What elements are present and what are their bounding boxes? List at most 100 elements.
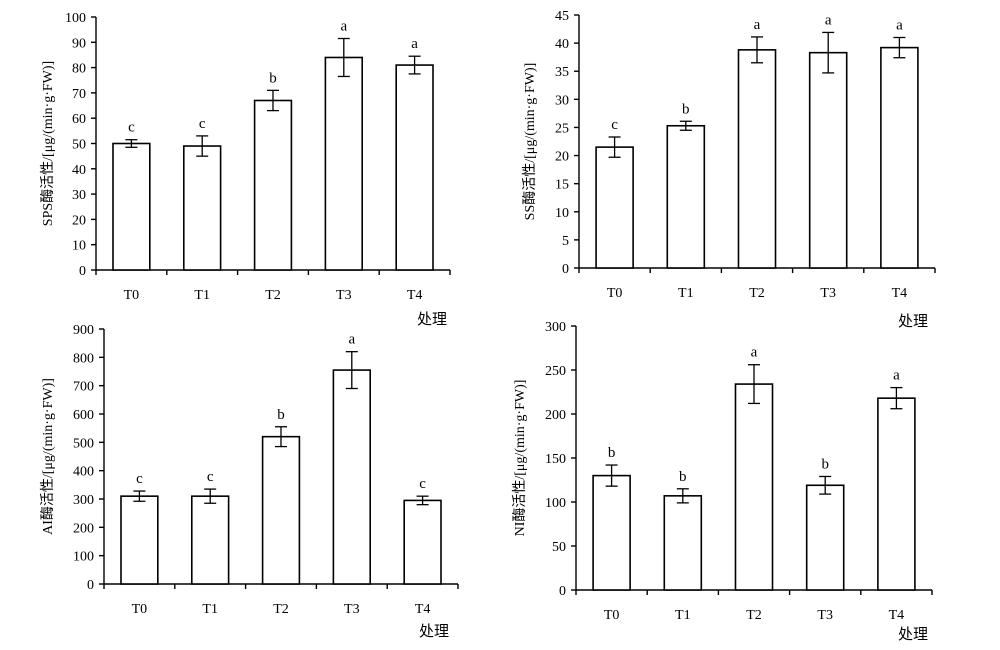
significance-label: a [411,36,418,52]
x-tick-label: T3 [344,602,360,617]
bar-T0 [120,495,159,585]
y-tick-label: 30 [555,93,569,108]
y-tick-label: 400 [73,465,94,480]
error-bar-T4 [416,495,429,506]
x-tick-label: T3 [820,286,836,301]
y-tick-label: 25 [555,121,569,136]
bar-T1 [190,495,230,585]
x-tick-label: T1 [675,608,691,623]
bar-T0 [112,142,151,271]
bar-T4 [403,499,442,585]
significance-label: b [269,70,277,86]
y-axis-label: SS酶活性/[μg/(min·g·FW)] [522,63,538,221]
bar-T3 [808,51,848,269]
bar-T1 [182,145,222,271]
y-tick-label: 250 [545,364,566,379]
y-tick-label: 900 [73,323,94,338]
y-tick-label: 15 [555,178,569,193]
significance-label: b [679,469,687,485]
error-bar-T4 [893,36,906,59]
significance-label: c [611,117,618,133]
y-tick-label: 45 [555,9,569,24]
error-bar-T3 [822,31,835,74]
y-tick-label: 300 [545,320,566,335]
error-bar-T0 [133,490,146,502]
bar-T3 [324,56,364,271]
x-axis-label: 处理 [419,623,449,640]
y-tick-label: 60 [72,112,86,127]
error-bar-T2 [267,89,279,112]
significance-label: a [348,332,355,348]
bar-T2 [737,49,777,269]
x-tick-label: T2 [746,608,762,623]
y-tick-label: 50 [72,138,86,153]
bar-T3 [332,369,372,585]
chart-panel-4: 0 50 100 150 200 250 300 b T0 b T1 a T2 b T3 a T4 NI酶活性/[… [512,320,933,643]
error-bar-T0 [608,136,621,158]
significance-label: b [277,407,285,423]
error-bar-T4 [890,386,903,410]
bar-T0 [595,146,634,269]
y-tick-label: 20 [555,150,569,165]
bar-T2 [734,383,774,591]
x-tick-label: T3 [336,288,352,303]
bar-T2 [253,99,293,271]
chart-panel-1: 0 10 20 30 40 50 60 70 80 90 100 c T0 c T1 b T2 a T3 a T4 SPS… [40,11,451,328]
x-tick-label: T4 [889,608,905,623]
x-tick-label: T0 [124,288,140,303]
y-axis-label: NI酶活性/[μg/(min·g·FW)] [512,380,528,537]
y-tick-label: 100 [545,496,566,511]
error-bar-T2 [275,426,287,448]
bar-T0 [592,474,631,591]
error-bar-T1 [679,120,692,131]
x-axis-label: 处理 [898,313,928,330]
x-tick-label: T3 [817,608,833,623]
significance-label: a [893,368,900,384]
error-bar-T1 [204,488,217,504]
significance-label: a [825,12,832,28]
y-tick-label: 40 [555,37,569,52]
significance-label: a [754,17,761,33]
y-tick-label: 10 [72,239,86,254]
bar-T1 [666,124,706,269]
y-tick-label: 600 [73,408,94,423]
x-tick-label: T2 [749,286,765,301]
chart-panel-3: 0 100 200 300 400 500 600 700 800 900 c T0 c T1 b T2 a T3… [40,323,459,640]
x-axis-label: 处理 [898,626,928,643]
y-tick-label: 50 [552,540,566,555]
x-tick-label: T4 [892,286,908,301]
y-tick-label: 35 [555,65,569,80]
error-bar-T3 [337,37,350,78]
significance-label: b [682,101,690,117]
significance-label: a [751,345,758,361]
x-tick-label: T1 [678,286,694,301]
chart-panel-2: 0 5 10 15 20 25 30 35 40 45 c T0 b T1 a T2 a T3 a T4 SS酶活性/[… [522,9,936,330]
y-tick-label: 5 [562,234,569,249]
error-bar-T2 [751,36,763,64]
x-tick-label: T2 [273,602,289,617]
y-tick-label: 700 [73,380,94,395]
x-tick-label: T1 [202,602,218,617]
y-tick-label: 500 [73,436,94,451]
bar-T2 [261,435,301,585]
y-axis-label: AI酶活性/[μg/(min·g·FW)] [40,378,56,535]
error-bar-T1 [196,135,209,157]
y-tick-label: 100 [73,550,94,565]
y-tick-label: 100 [65,11,86,26]
significance-label: a [896,17,903,33]
significance-label: c [128,120,135,136]
x-tick-label: T4 [415,602,431,617]
y-tick-label: 150 [545,452,566,467]
significance-label: c [207,469,214,485]
y-tick-label: 90 [72,36,86,51]
y-tick-label: 40 [72,163,86,178]
bar-T4 [877,397,916,591]
error-bar-T3 [819,475,832,495]
y-tick-label: 70 [72,87,86,102]
y-axis-label: SPS酶活性/[μg/(min·g·FW)] [40,61,56,226]
y-tick-label: 0 [562,262,569,277]
y-tick-label: 300 [73,493,94,508]
y-tick-label: 0 [559,584,566,599]
